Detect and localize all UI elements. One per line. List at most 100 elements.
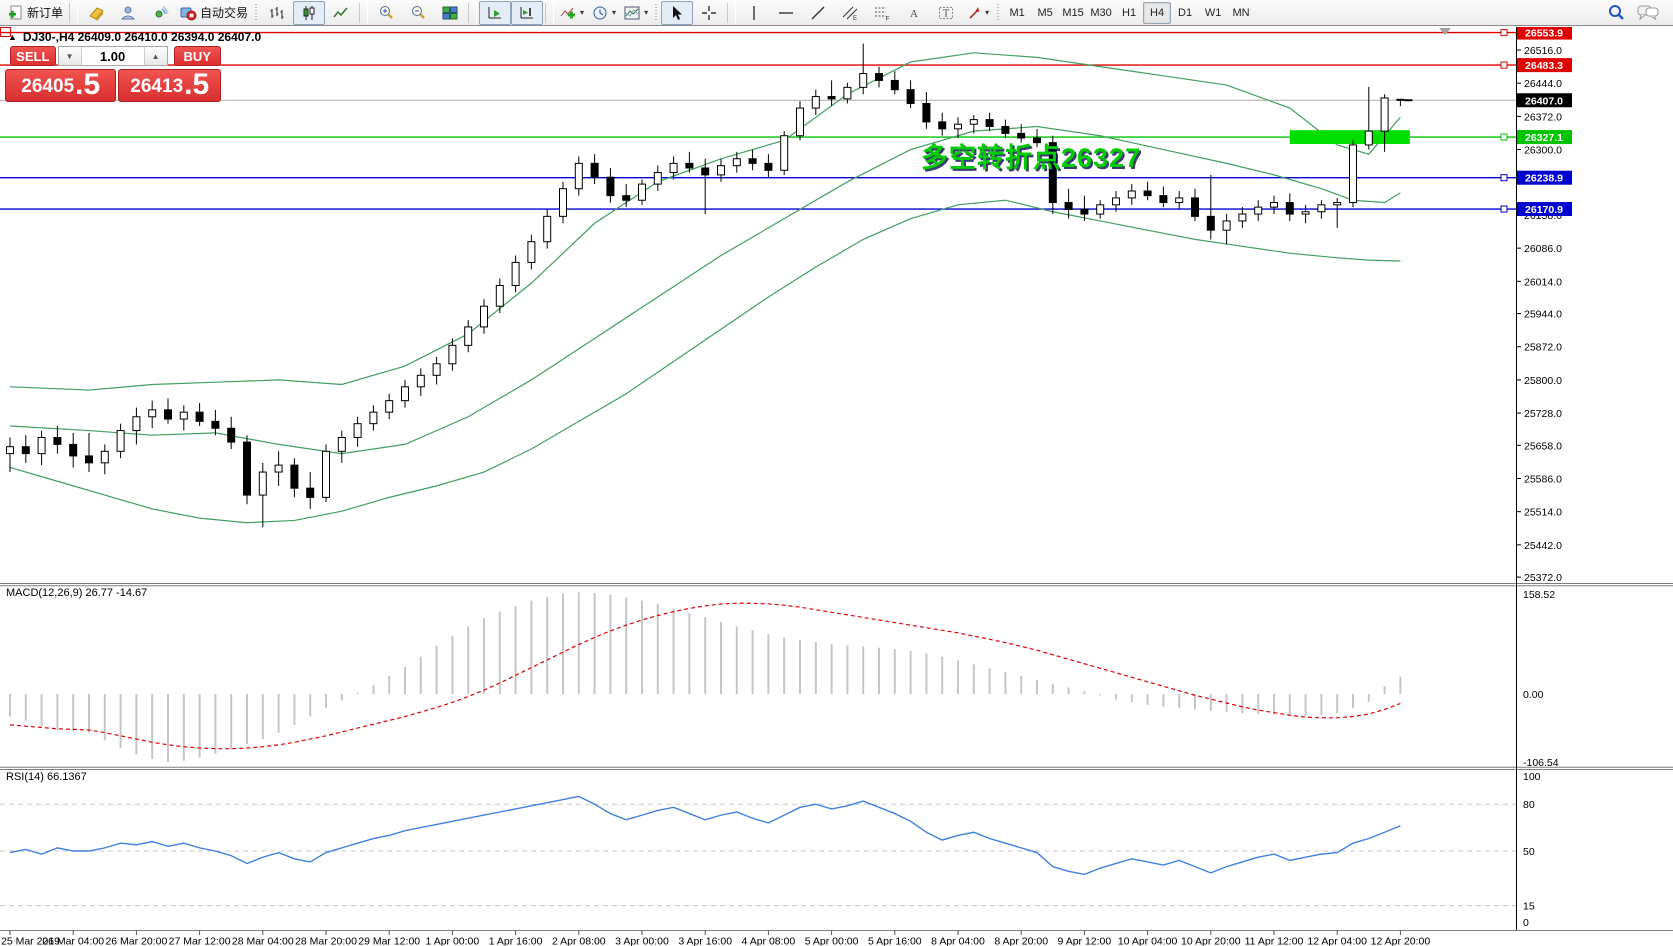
candle [353,423,362,438]
candle [53,436,62,445]
cursor-icon [673,5,683,20]
collapse-panel-icon[interactable]: ▲ [8,32,17,42]
text-button[interactable]: A [898,1,930,25]
cursor-button[interactable] [661,0,694,25]
horizontal-line-button[interactable] [770,1,802,25]
toolbar-drag-handle[interactable] [254,3,260,22]
chart-title: ▲ DJ30-,H4 26409.0 26410.0 26394.0 26407… [8,30,261,44]
candle [132,416,141,432]
candle [1238,213,1247,222]
timeframe-m1-button[interactable]: M1 [1009,6,1025,19]
timeframe-h1-button[interactable]: H1 [1122,6,1137,19]
rsi-scale-label: 50 [1523,846,1535,858]
sell-price-main: 26405 [21,76,75,97]
new-order-icon [9,5,22,19]
timeframe-m15-button[interactable]: M15 [1062,6,1084,19]
volume-increase-button[interactable]: ▲ [143,47,167,65]
support-zone-rect[interactable] [1289,130,1410,145]
time-tick-label: 11 Apr 12:00 [1245,936,1304,946]
styles-button[interactable] [80,1,112,25]
time-tick-label: 3 Apr 16:00 [678,936,732,946]
profile-button[interactable] [112,1,144,25]
text-label-icon: T [939,6,954,19]
fibonacci-button[interactable]: F [866,1,898,25]
candle [1096,204,1105,215]
volume-input[interactable]: 1.00 [99,48,126,64]
price-tick-label: 26444.0 [1524,78,1562,90]
one-click-trading-panel: SELL ▼ 1.00 ▲ BUY 26405 .5 26413 .5 [5,46,221,102]
tile-windows-icon [442,6,458,19]
candle [1206,215,1215,231]
volume-decrease-button[interactable]: ▼ [58,47,82,65]
rsi-scale-label: 80 [1523,799,1535,811]
timeframe-w1-button[interactable]: W1 [1204,6,1222,19]
line-chart-button[interactable] [325,1,357,25]
timeframe-m30-button[interactable]: M30 [1090,6,1112,19]
main-toolbar: 新订单 [0,0,1673,26]
periods-button[interactable]: ▾ [588,1,620,25]
zoom-out-button[interactable] [402,1,434,25]
time-tick-label: 1 Apr 00:00 [426,936,480,946]
indicators-button[interactable]: ▾ [556,1,588,25]
candle [764,162,773,171]
candle [148,409,157,418]
fibonacci-icon: F [875,7,890,21]
search-icon[interactable] [1607,4,1625,22]
auto-scroll-icon [488,6,502,18]
candle [1127,190,1136,199]
signals-button[interactable] [144,1,176,25]
candle [922,102,931,123]
horizontal-line-icon [779,11,794,14]
chart-shift-marker[interactable] [1439,28,1451,35]
candle [337,436,346,452]
candle [590,162,599,178]
svg-text:E: E [853,16,857,21]
buy-button[interactable]: BUY [173,46,221,66]
chart-window: 26516.026444.026372.026300.026158.026086… [0,27,1673,946]
candle [385,400,394,413]
equidistant-channel-button[interactable]: E [834,1,866,25]
timeframe-h4-button[interactable]: H4 [1143,1,1172,24]
candlestick-chart-button[interactable] [293,0,326,25]
autotrading-button[interactable]: 自动交易 [176,1,252,25]
timeframe-d1-button[interactable]: D1 [1178,6,1193,19]
toolbar-separator [727,2,737,23]
macd-signal-line [9,602,1401,750]
candle [1396,98,1405,101]
chat-icon[interactable] [1637,4,1659,22]
toolbar-drag-handle[interactable] [996,3,1002,22]
candle [1175,197,1184,204]
time-tick-label: 3 Apr 00:00 [615,936,669,946]
hline-endpoint-marker [1500,174,1508,182]
arrows-button[interactable]: ▾ [962,1,994,25]
templates-button[interactable]: ▾ [620,1,652,25]
buy-price-pips: .5 [184,68,210,101]
crosshair-button[interactable] [693,1,725,25]
timeframe-mn-button[interactable]: MN [1232,6,1250,19]
bar-chart-button[interactable] [261,1,293,25]
time-tick-label: 5 Apr 00:00 [805,936,859,946]
chart-canvas[interactable]: 26516.026444.026372.026300.026158.026086… [0,27,1673,946]
text-label-button[interactable]: T [930,1,962,25]
candle [622,195,631,201]
svg-text:F: F [886,15,890,21]
timeframe-m5-button[interactable]: M5 [1037,6,1053,19]
candle [875,73,883,81]
vertical-line-button[interactable] [738,1,770,25]
price-badge [1517,27,1572,40]
time-tick-label: 25 Mar 2019 [1,936,60,946]
trendline-button[interactable] [802,1,834,25]
sell-price[interactable]: 26405 .5 [5,69,117,102]
chart-corner-marker [0,27,11,37]
auto-scroll-button[interactable] [479,0,512,25]
buy-price[interactable]: 26413 .5 [118,69,221,102]
zoom-in-icon [380,5,393,19]
candle [306,487,315,498]
sell-button[interactable]: SELL [10,46,56,66]
toolbar-drag-handle[interactable] [654,3,660,22]
tile-windows-button[interactable] [434,1,466,25]
price-tick-label: 25944.0 [1524,309,1562,321]
zoom-in-button[interactable] [370,1,402,25]
new-order-button[interactable]: 新订单 [4,1,67,25]
chart-shift-button[interactable] [511,0,544,25]
